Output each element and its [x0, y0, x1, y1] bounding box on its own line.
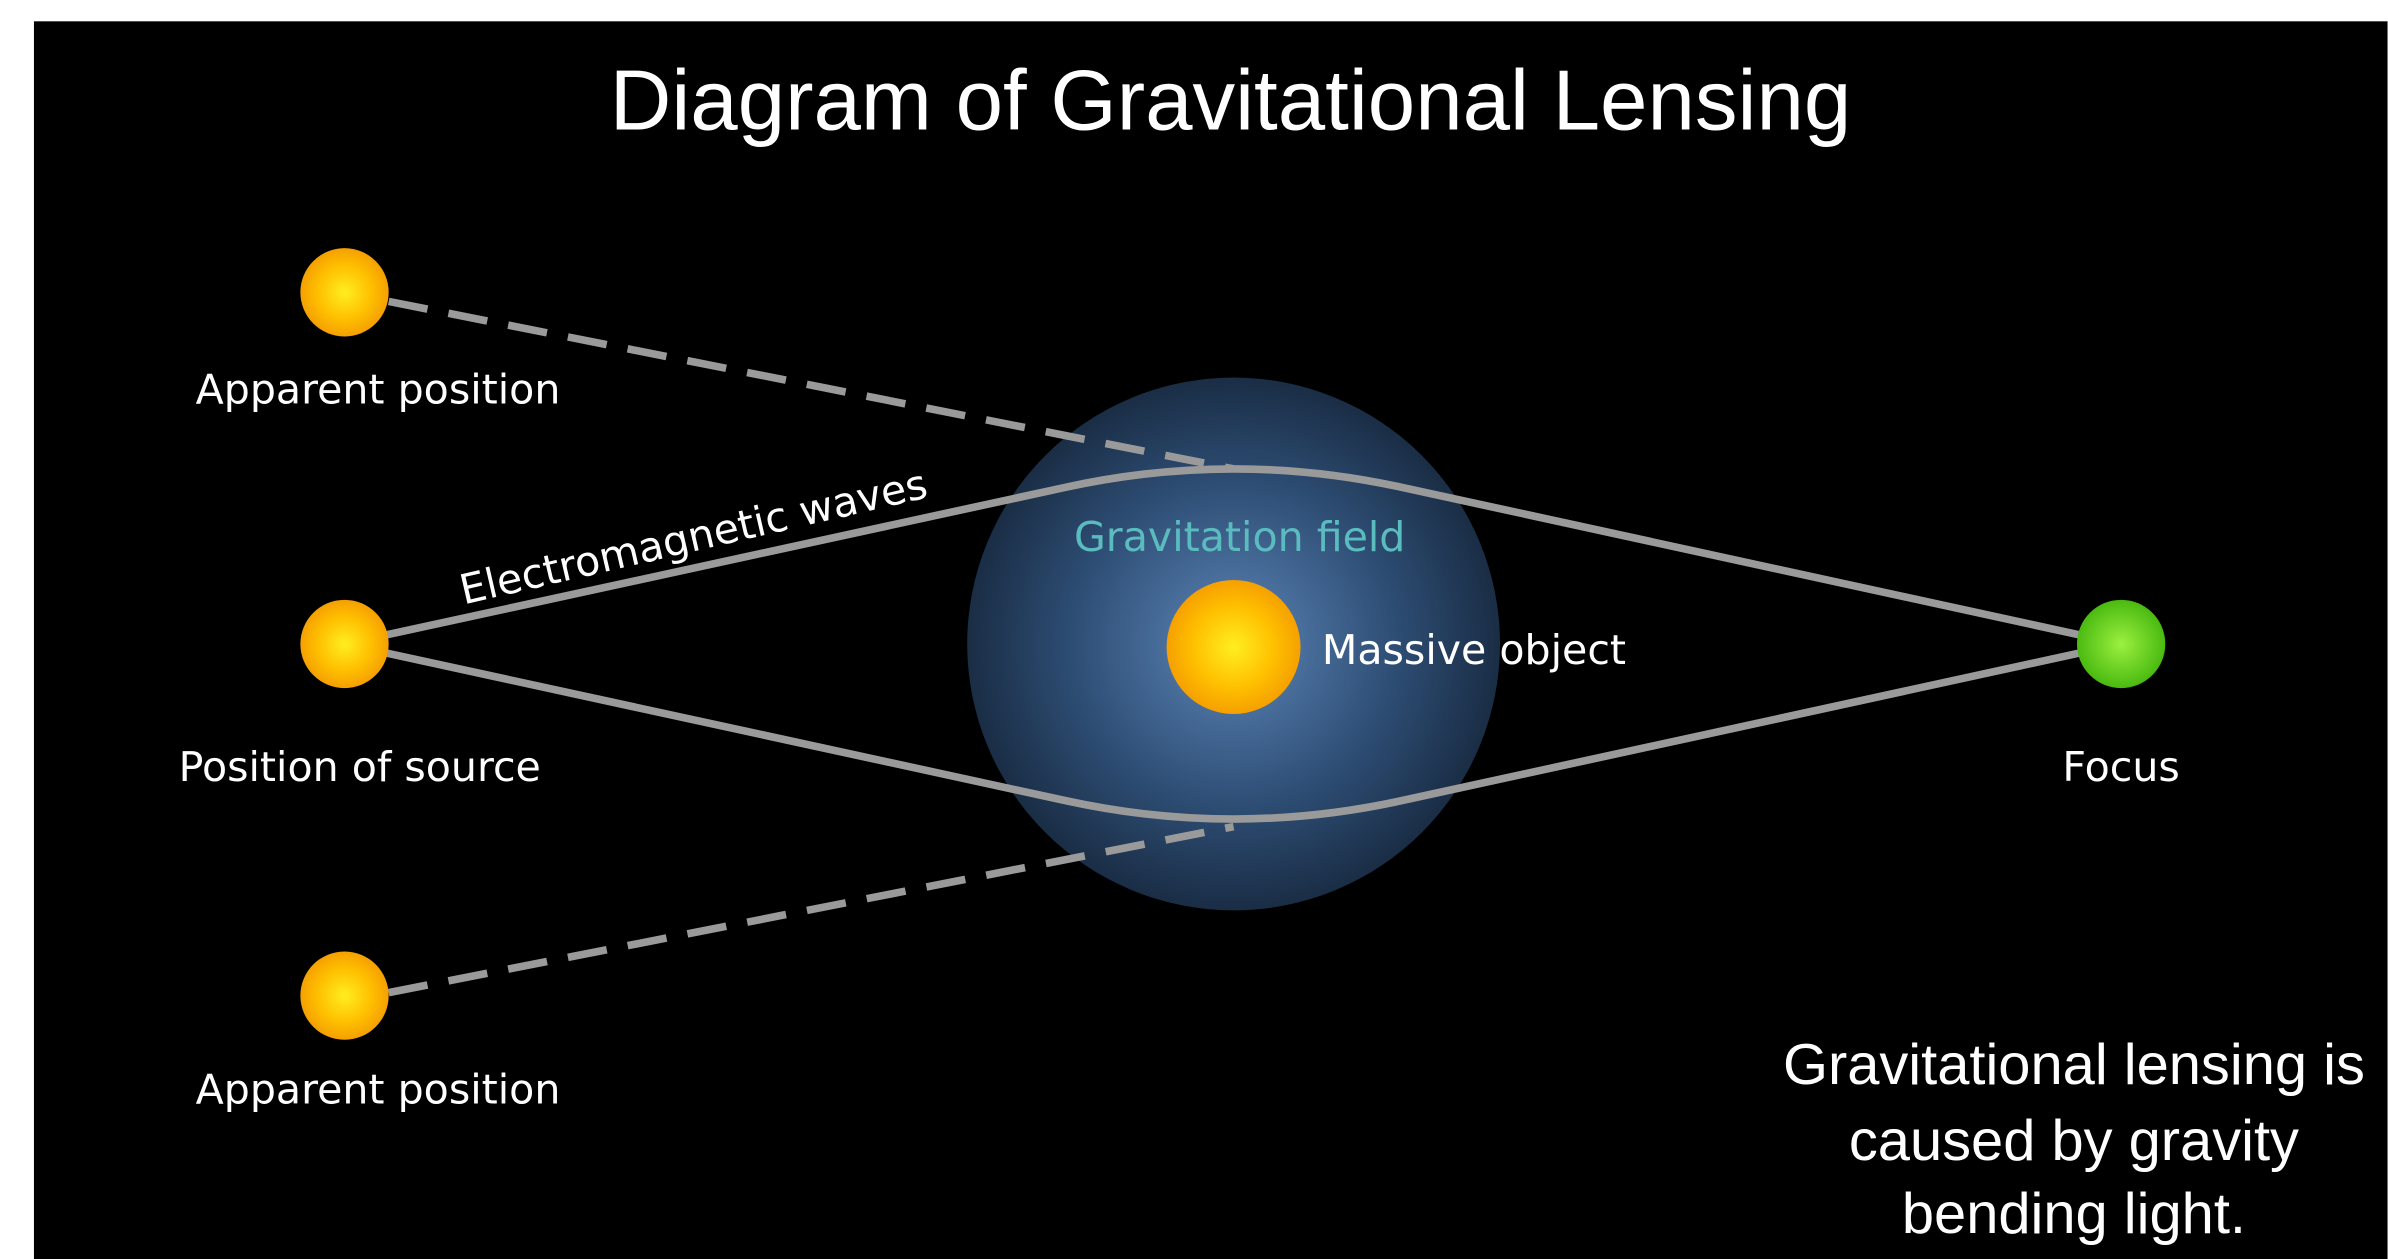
label: Gravitation field — [1074, 513, 1405, 561]
apparent-ray-bottom — [387, 822, 1235, 997]
label: Focus — [2062, 743, 2179, 791]
caption-line: Gravitational lensing is — [1783, 1033, 2365, 1097]
label: Massive object — [1322, 626, 1626, 674]
source-star — [300, 599, 389, 689]
massive-object — [1166, 580, 1301, 714]
apparent-star-top — [300, 248, 389, 337]
focus-point — [2076, 599, 2166, 689]
apparent-star-bottom — [300, 951, 389, 1040]
rays — [343, 297, 2122, 997]
label: Apparent position — [196, 365, 561, 413]
caption-line: bending light. — [1902, 1182, 2246, 1246]
ray-top — [343, 465, 2122, 648]
label: Apparent position — [196, 1066, 561, 1114]
label: Position of source — [179, 743, 541, 791]
title: Diagram of Gravitational Lensing — [610, 53, 1852, 148]
apparent-ray-top — [387, 297, 1235, 473]
caption-line: caused by gravity — [1849, 1109, 2299, 1173]
ray-bottom — [343, 640, 2122, 823]
